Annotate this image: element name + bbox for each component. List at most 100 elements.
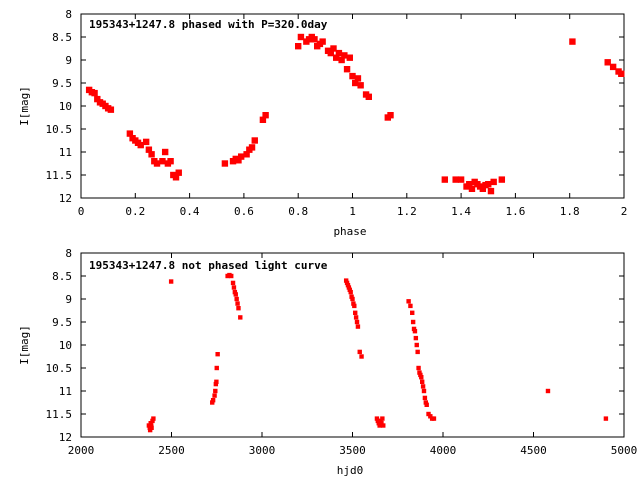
top-data-point: [262, 112, 269, 119]
top-data-point: [137, 141, 144, 149]
top-x-tick-label: 1.6: [505, 205, 525, 218]
bottom-y-tick-label: 8: [65, 247, 72, 260]
bottom-data-point: [234, 296, 239, 302]
bottom-data-point: [213, 388, 218, 394]
bottom-data-point: [422, 395, 428, 401]
top-data-point: [148, 151, 155, 158]
top-data-point: [297, 33, 305, 41]
bottom-data-point: [214, 365, 219, 371]
bottom-data-point: [414, 342, 419, 348]
bottom-data-point: [406, 299, 411, 304]
top-data-point: [346, 54, 353, 61]
bottom-chart-title: 195343+1247.8 not phased light curve: [89, 259, 328, 272]
top-data-point: [237, 153, 245, 160]
bottom-data-point: [419, 379, 425, 384]
top-data-point: [354, 75, 362, 82]
top-data-point: [604, 59, 611, 66]
top-x-tick-label: 0.6: [234, 205, 254, 218]
bottom-x-tick-label: 4000: [430, 444, 457, 457]
top-data-point: [609, 63, 617, 71]
bottom-data-point: [412, 329, 418, 334]
bottom-y-tick-label: 10: [59, 339, 72, 352]
top-data-point: [159, 158, 166, 165]
top-x-tick-label: 1.2: [397, 205, 417, 218]
bottom-data-point: [353, 315, 359, 320]
bottom-data-point: [229, 273, 234, 279]
top-data-point: [441, 176, 449, 183]
top-x-tick-label: 0.8: [288, 205, 308, 218]
bottom-data-point: [413, 335, 419, 341]
bottom-data-point: [215, 352, 220, 357]
top-data-point: [349, 72, 356, 80]
top-data-point: [569, 38, 576, 45]
top-y-tick-label: 11: [59, 146, 72, 159]
bottom-data-point: [381, 423, 386, 428]
top-data-point: [487, 187, 495, 195]
bottom-data-point: [214, 379, 219, 384]
top-y-tick-label: 9: [65, 54, 72, 67]
bottom-data-point: [421, 388, 427, 394]
bottom-x-axis-label: hjd0: [337, 464, 364, 477]
top-data-point: [341, 52, 348, 59]
top-chart-title: 195343+1247.8 phased with P=320.0day: [89, 18, 328, 31]
bottom-x-tick-label: 4500: [520, 444, 547, 457]
bottom-data-point: [431, 416, 437, 421]
top-x-tick-label: 2: [621, 205, 628, 218]
top-x-tick-label: 1.8: [560, 205, 580, 218]
bottom-data-point: [355, 324, 361, 329]
top-x-tick-label: 1.4: [451, 205, 471, 218]
bottom-x-tick-label: 2500: [158, 444, 185, 457]
bottom-y-tick-label: 11.5: [46, 408, 73, 421]
bottom-data-point: [151, 416, 156, 421]
bottom-data-point: [545, 388, 551, 394]
top-data-point: [485, 181, 492, 188]
top-y-tick-label: 11.5: [46, 169, 73, 182]
bottom-data-point: [238, 315, 243, 320]
bottom-data-point: [410, 310, 415, 315]
bottom-data-point: [415, 349, 420, 355]
top-y-tick-label: 10.5: [46, 123, 73, 136]
top-data-point: [319, 38, 326, 45]
top-data-point: [357, 82, 364, 89]
top-data-point: [161, 148, 169, 156]
bottom-data-point: [352, 303, 357, 309]
bottom-x-tick-label: 5000: [611, 444, 638, 457]
top-data-point: [248, 144, 256, 151]
top-y-tick-label: 9.5: [52, 77, 72, 90]
bottom-data-point: [236, 306, 241, 311]
bottom-data-point: [408, 303, 413, 309]
bottom-data-point: [350, 296, 355, 302]
top-x-tick-label: 0: [78, 205, 85, 218]
top-data-point: [387, 112, 394, 119]
top-x-axis-label: phase: [333, 225, 366, 238]
bottom-data-point: [149, 425, 154, 430]
top-y-tick-label: 8.5: [52, 31, 72, 44]
bottom-y-tick-label: 9.5: [52, 316, 72, 329]
top-data-point: [330, 45, 337, 52]
top-data-point: [365, 93, 372, 100]
bottom-x-tick-label: 3000: [249, 444, 276, 457]
top-data-point: [153, 160, 161, 167]
bottom-data-point: [168, 279, 174, 284]
bottom-x-tick-label: 3500: [339, 444, 366, 457]
bottom-y-axis-label: I[mag]: [18, 325, 31, 365]
top-plot-frame: [80, 13, 625, 199]
bottom-data-point: [348, 289, 353, 295]
top-data-point: [107, 106, 115, 113]
top-x-tick-label: 0.4: [180, 205, 200, 218]
top-y-axis-label: I[mag]: [18, 86, 31, 126]
top-x-tick-label: 0.2: [125, 205, 145, 218]
bottom-data-point: [420, 384, 426, 389]
top-data-point: [452, 176, 459, 183]
top-data-point: [311, 36, 318, 43]
top-data-point: [251, 137, 258, 144]
bottom-data-point: [359, 354, 364, 359]
bottom-y-tick-label: 9: [65, 293, 72, 306]
bottom-data-point: [233, 292, 238, 297]
top-data-point: [221, 160, 229, 167]
bottom-y-tick-label: 8.5: [52, 270, 72, 283]
bottom-data-point: [210, 398, 216, 403]
bottom-data-point: [357, 349, 362, 355]
bottom-data-point: [424, 402, 429, 407]
